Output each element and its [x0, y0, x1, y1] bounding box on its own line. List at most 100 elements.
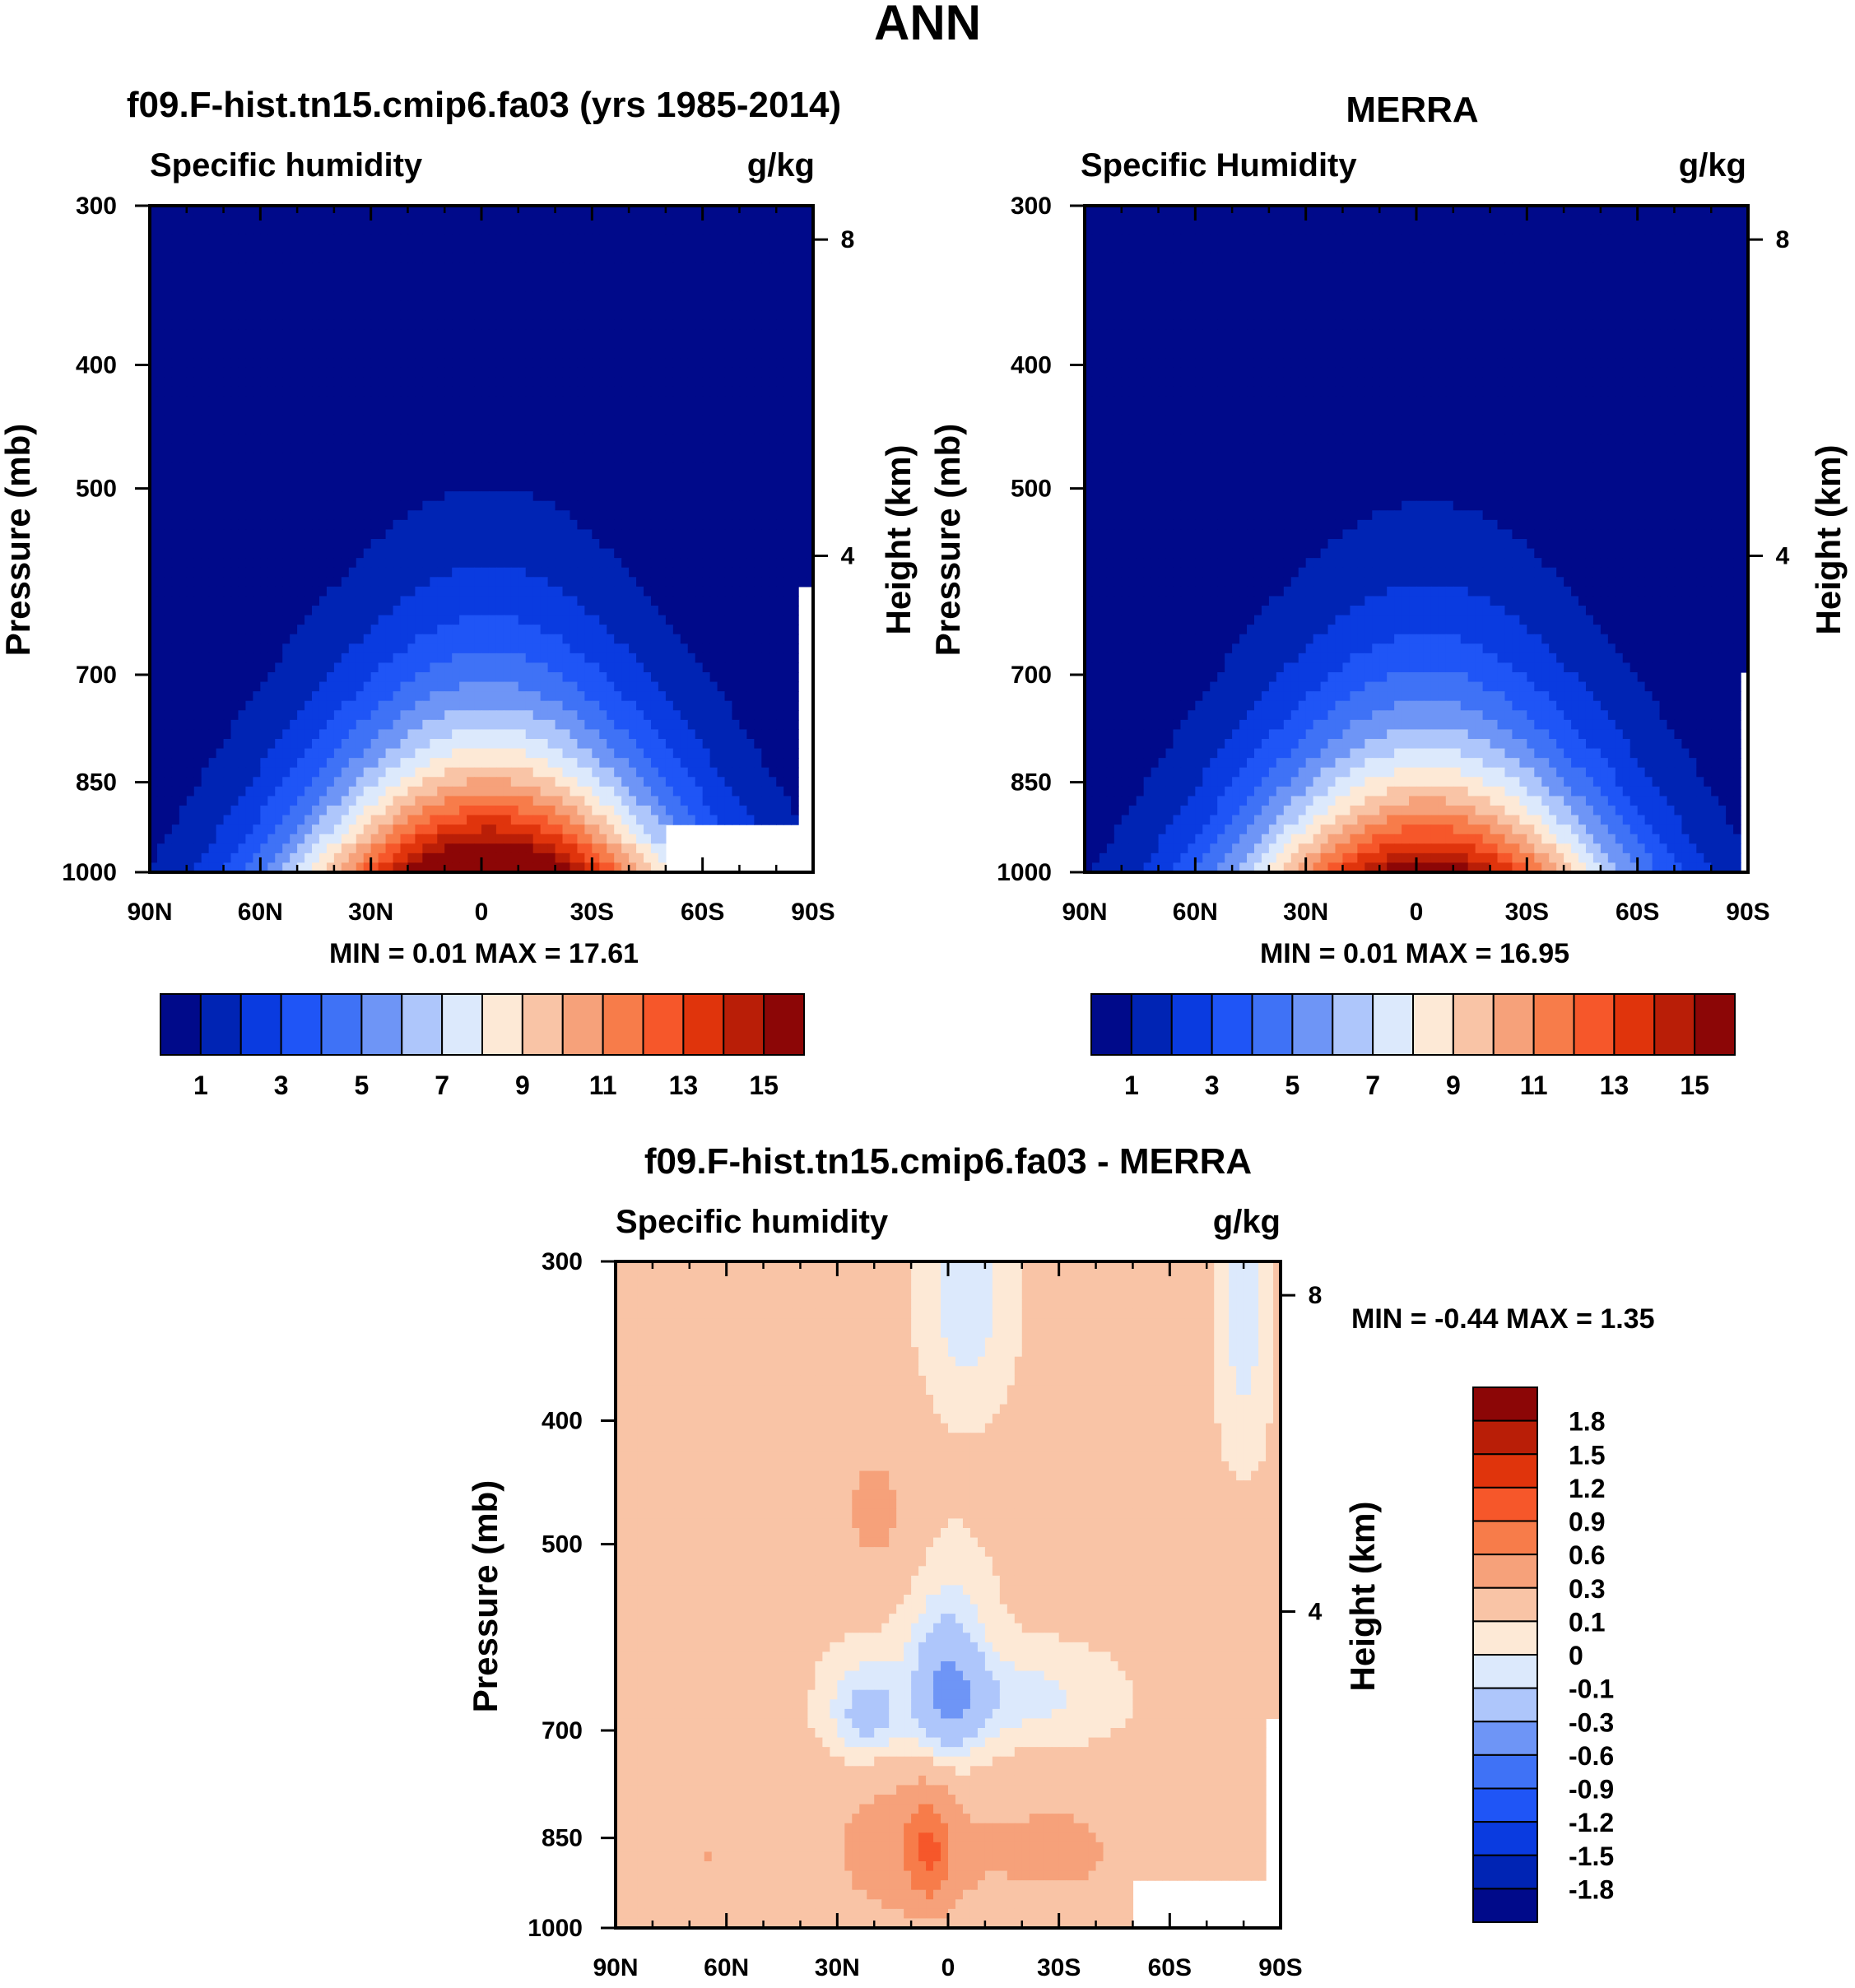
colorbar-label: 0.6	[1569, 1540, 1605, 1570]
x-tick-label: 90N	[127, 899, 172, 926]
colorbar-box	[1472, 1888, 1538, 1923]
x-tick-label: 60N	[238, 899, 283, 926]
colorbar: 1 3 5 7 9 11 13 15	[160, 993, 805, 1100]
x-tick-label: 90N	[593, 1954, 638, 1981]
colorbar-box	[1452, 993, 1495, 1056]
y-tick-label: 400	[76, 352, 117, 379]
colorbar-label: -0.3	[1569, 1707, 1614, 1737]
colorbar-label: 5	[1285, 1071, 1299, 1100]
colorbar-box	[1251, 993, 1294, 1056]
colorbar-box	[723, 993, 765, 1056]
colorbar-label: 1	[1124, 1071, 1139, 1100]
colorbar-box	[1472, 1520, 1538, 1556]
units-label: g/kg	[747, 147, 815, 183]
colorbar-label: 0.3	[1569, 1574, 1605, 1604]
colorbar-box	[1492, 993, 1535, 1056]
colorbar-box	[1694, 993, 1736, 1056]
colorbar-label: 7	[435, 1071, 449, 1100]
colorbar-box	[1412, 993, 1454, 1056]
y-tick-label: 300	[76, 193, 117, 220]
colorbar-box	[1472, 1386, 1538, 1422]
colorbar-box	[1472, 1620, 1538, 1656]
colorbar: 1.81.5 1.2 0.90.6 0.30.1 0 -0.1-0.3 -0.6 -0.9 -1…	[1472, 1386, 1614, 1923]
x-tick-label: 30N	[815, 1954, 860, 1981]
x-tick-label: 90N	[1062, 899, 1107, 926]
minmax-text: MIN = 0.01 MAX = 17.61	[329, 938, 639, 969]
colorbar-box	[1472, 1554, 1538, 1589]
x-tick-label: 30S	[1505, 899, 1549, 926]
colorbar-box	[1472, 1721, 1538, 1756]
colorbar-label: 3	[274, 1071, 289, 1100]
height-tick-label: 8	[1776, 226, 1790, 253]
colorbar-label: 7	[1365, 1071, 1380, 1100]
colorbar-box	[1653, 993, 1696, 1056]
x-tick-label: 90S	[1726, 899, 1769, 926]
minmax-text: MIN = 0.01 MAX = 16.95	[1260, 938, 1569, 969]
colorbar-box	[320, 993, 363, 1056]
colorbar-label: 1	[193, 1071, 208, 1100]
colorbar-box	[1472, 1787, 1538, 1823]
height-tick-label: 8	[1309, 1282, 1323, 1309]
colorbar-box	[239, 993, 282, 1056]
height-tick-label: 8	[841, 226, 855, 253]
contour-field	[616, 1261, 1281, 1929]
colorbar-box	[1372, 993, 1414, 1056]
colorbar-label: 11	[589, 1071, 617, 1100]
colorbar-label: 9	[1446, 1071, 1461, 1100]
colorbar-box	[1532, 993, 1575, 1056]
contour-field	[1085, 206, 1749, 873]
colorbar-box	[1332, 993, 1374, 1056]
colorbar-box	[360, 993, 403, 1056]
height-tick-label: 4	[1776, 543, 1790, 570]
y-axis-label: Pressure (mb)	[0, 424, 37, 656]
colorbar-label: -1.2	[1569, 1808, 1614, 1837]
colorbar-box	[1472, 1486, 1538, 1522]
colorbar-box	[1130, 993, 1173, 1056]
colorbar-box	[1573, 993, 1616, 1056]
colorbar-label: 9	[515, 1071, 530, 1100]
x-tick-label: 60N	[704, 1954, 749, 1981]
y-tick-label: 850	[542, 1825, 583, 1852]
colorbar-label: -1.8	[1569, 1874, 1614, 1904]
x-tick-label: 30S	[570, 899, 614, 926]
x-tick-label: 60N	[1173, 899, 1218, 926]
y-axis-right-label: Height (km)	[879, 445, 918, 635]
x-tick-label: 60S	[1148, 1954, 1192, 1981]
colorbar-label: -1.5	[1569, 1842, 1614, 1871]
x-tick-label: 60S	[681, 899, 724, 926]
colorbar-box	[561, 993, 604, 1056]
colorbar-box	[280, 993, 323, 1056]
x-tick-label: 0	[1410, 899, 1424, 926]
colorbar-box	[1472, 1687, 1538, 1723]
colorbar-label: 3	[1205, 1071, 1220, 1100]
colorbar-box	[1472, 1753, 1538, 1790]
y-tick-label: 850	[76, 769, 117, 797]
x-tick-label: 30S	[1037, 1954, 1081, 1981]
y-axis-label: Pressure (mb)	[928, 424, 967, 656]
colorbar-box	[1211, 993, 1253, 1056]
x-tick-label: 30N	[1283, 899, 1328, 926]
y-tick-label: 300	[1011, 193, 1052, 220]
colorbar-box	[160, 993, 202, 1056]
colorbar-box	[602, 993, 644, 1056]
panel-title: MERRA	[1346, 90, 1478, 130]
colorbar-box	[401, 993, 444, 1056]
colorbar-label: -0.9	[1569, 1775, 1614, 1805]
y-tick-label: 850	[1011, 769, 1052, 797]
panel-title: f09.F-hist.tn15.cmip6.fa03 - MERRA	[644, 1141, 1252, 1182]
y-tick-label: 400	[542, 1408, 583, 1435]
y-tick-label: 300	[542, 1248, 583, 1275]
colorbar-box	[1291, 993, 1334, 1056]
colorbar-box	[521, 993, 564, 1056]
minmax-text: MIN = -0.44 MAX = 1.35	[1351, 1303, 1655, 1335]
y-axis-label: Pressure (mb)	[466, 1480, 504, 1712]
x-tick-label: 30N	[348, 899, 393, 926]
units-label: g/kg	[1213, 1204, 1281, 1240]
colorbar-label: -0.6	[1569, 1741, 1614, 1771]
units-label: g/kg	[1679, 147, 1746, 183]
colorbar-label: 0.9	[1569, 1507, 1605, 1537]
colorbar-box	[1472, 1419, 1538, 1456]
y-tick-label: 1000	[62, 859, 117, 886]
colorbar-label: 13	[1600, 1071, 1630, 1100]
page-title: ANN	[874, 0, 981, 50]
